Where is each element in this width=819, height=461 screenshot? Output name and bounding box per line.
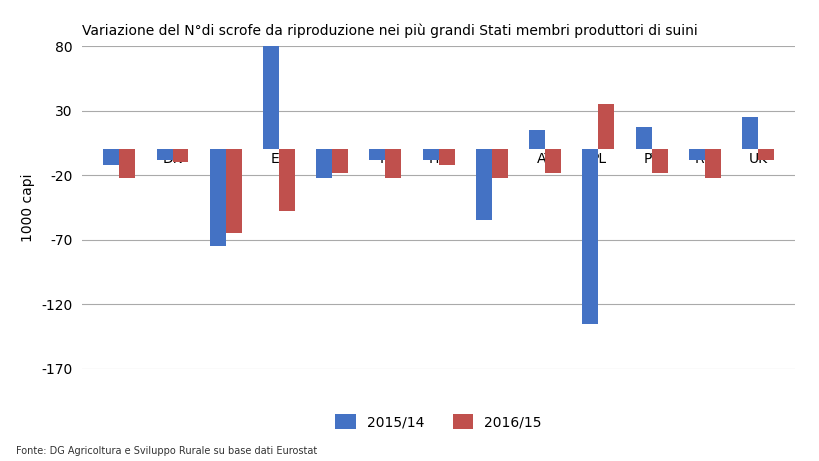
Bar: [688, 149, 704, 160]
Bar: [741, 117, 758, 149]
Bar: [475, 149, 491, 220]
Bar: [598, 104, 613, 149]
Bar: [545, 149, 560, 172]
Bar: [332, 149, 348, 172]
Bar: [423, 149, 438, 160]
Bar: [651, 149, 667, 172]
Bar: [172, 149, 188, 162]
Bar: [581, 149, 598, 324]
Bar: [438, 149, 454, 165]
Bar: [156, 149, 172, 160]
Bar: [704, 149, 720, 178]
Bar: [758, 149, 773, 160]
Bar: [263, 46, 278, 149]
Bar: [385, 149, 401, 178]
Bar: [316, 149, 332, 178]
Y-axis label: 1000 capi: 1000 capi: [21, 173, 35, 242]
Bar: [369, 149, 385, 160]
Bar: [210, 149, 225, 246]
Bar: [491, 149, 507, 178]
Bar: [103, 149, 119, 165]
Bar: [528, 130, 545, 149]
Bar: [278, 149, 295, 211]
Bar: [119, 149, 135, 178]
Bar: [635, 127, 651, 149]
Text: Fonte: DG Agricoltura e Sviluppo Rurale su base dati Eurostat: Fonte: DG Agricoltura e Sviluppo Rurale …: [16, 446, 317, 456]
Legend: 2015/14, 2016/15: 2015/14, 2016/15: [335, 414, 541, 429]
Text: Variazione del N°di scrofe da riproduzione nei più grandi Stati membri produttor: Variazione del N°di scrofe da riproduzio…: [82, 24, 697, 38]
Bar: [225, 149, 242, 233]
